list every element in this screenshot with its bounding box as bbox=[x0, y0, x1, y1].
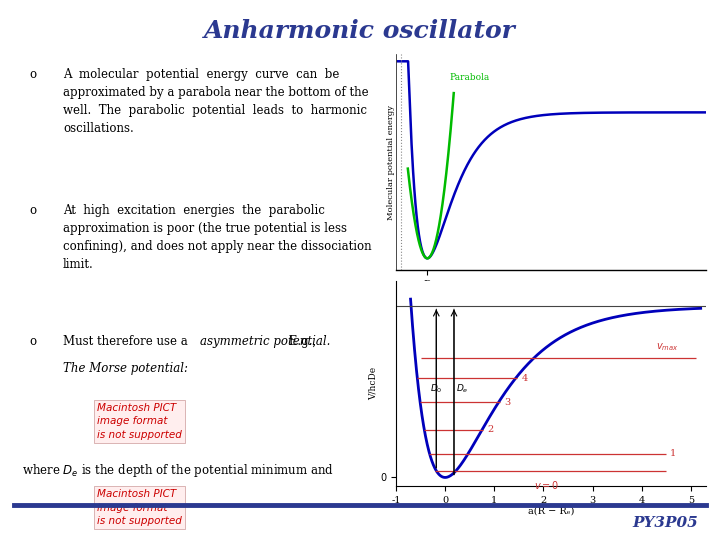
Y-axis label: Molecular potential energy: Molecular potential energy bbox=[387, 105, 395, 219]
Text: Macintosh PICT
image format
is not supported: Macintosh PICT image format is not suppo… bbox=[96, 489, 181, 526]
Text: 3: 3 bbox=[504, 397, 510, 407]
Text: o: o bbox=[30, 68, 37, 80]
Text: 4: 4 bbox=[521, 374, 528, 383]
Text: asymmetric potential.: asymmetric potential. bbox=[199, 335, 330, 348]
X-axis label: a(R − Rₑ): a(R − Rₑ) bbox=[528, 506, 574, 515]
Text: $v = 0$: $v = 0$ bbox=[534, 479, 559, 491]
Text: 1: 1 bbox=[670, 449, 677, 458]
Text: Macintosh PICT
image format
is not supported: Macintosh PICT image format is not suppo… bbox=[96, 403, 181, 440]
Text: A  molecular  potential  energy  curve  can  be
approximated by a parabola near : A molecular potential energy curve can b… bbox=[63, 68, 369, 134]
Text: Must therefore use a: Must therefore use a bbox=[63, 335, 192, 348]
Text: o: o bbox=[30, 204, 37, 217]
Text: The Morse potential:: The Morse potential: bbox=[63, 362, 188, 375]
Text: At  high  excitation  energies  the  parabolic
approximation is poor (the true p: At high excitation energies the paraboli… bbox=[63, 204, 372, 271]
Text: 2: 2 bbox=[487, 425, 494, 434]
Y-axis label: V/hcDe: V/hcDe bbox=[369, 367, 377, 400]
Text: $D_0$: $D_0$ bbox=[431, 382, 443, 395]
Text: Parabola: Parabola bbox=[449, 73, 490, 82]
Text: PY3P05: PY3P05 bbox=[633, 516, 698, 530]
Text: where $D_e$ is the depth of the potential minimum and: where $D_e$ is the depth of the potentia… bbox=[22, 462, 334, 479]
Text: $v_{max}$: $v_{max}$ bbox=[657, 341, 679, 353]
Text: Anharmonic oscillator: Anharmonic oscillator bbox=[204, 19, 516, 43]
Text: o: o bbox=[30, 335, 37, 348]
Text: E.g.,: E.g., bbox=[285, 335, 316, 348]
X-axis label: Internuclear separation: Internuclear separation bbox=[496, 290, 606, 299]
Text: $D_e$: $D_e$ bbox=[456, 382, 469, 395]
